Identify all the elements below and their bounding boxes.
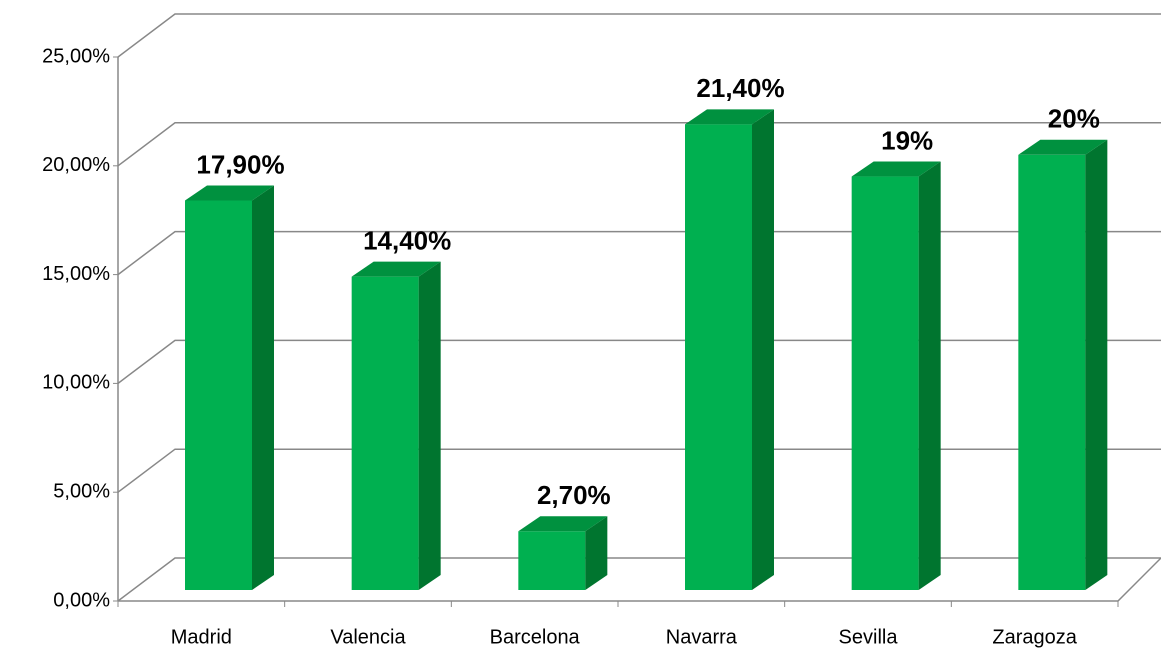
y-tick-label: 20,00% — [42, 154, 110, 176]
bar-top — [351, 261, 441, 277]
bar-side — [1085, 139, 1108, 591]
value-label: 14,40% — [363, 226, 451, 256]
value-label: 2,70% — [537, 480, 611, 510]
x-tick-label: Sevilla — [839, 626, 899, 648]
bar — [185, 200, 252, 590]
bar-top — [1018, 139, 1108, 155]
bar-side — [252, 185, 274, 590]
x-tick-label: Madrid — [171, 626, 232, 648]
bar — [351, 276, 419, 590]
bar — [518, 531, 586, 590]
bar-top — [518, 516, 608, 532]
bar-side — [585, 516, 608, 590]
bar-top — [851, 161, 941, 177]
bar-side — [918, 161, 941, 590]
value-label: 19% — [881, 125, 933, 155]
x-tick-label: Zaragoza — [992, 626, 1077, 648]
x-tick-label: Valencia — [330, 626, 406, 648]
x-axis — [118, 557, 1161, 602]
bar-side — [752, 109, 774, 590]
value-label: 17,90% — [196, 149, 284, 179]
grid-line — [117, 122, 1161, 167]
y-tick-label: 5,00% — [53, 480, 110, 502]
y-tick-label: 10,00% — [42, 372, 110, 394]
bar-side — [418, 261, 441, 590]
grid-line — [117, 448, 1161, 493]
grid-line — [117, 13, 1161, 58]
value-label: 21,40% — [696, 73, 784, 103]
grid-line — [117, 230, 1161, 276]
bar-top — [685, 109, 774, 125]
x-tick-label: Barcelona — [490, 626, 581, 648]
y-tick-label: 0,00% — [53, 589, 110, 611]
x-tick-label: Navarra — [666, 626, 738, 648]
grid-line — [117, 557, 1161, 602]
bar — [685, 124, 752, 590]
y-tick-label: 15,00% — [42, 263, 110, 285]
bar-top — [185, 185, 274, 201]
y-tick-label: 25,00% — [42, 45, 110, 67]
bar — [851, 176, 919, 590]
grid-line — [117, 339, 1161, 384]
value-label: 20% — [1048, 104, 1100, 134]
bar — [1018, 154, 1086, 591]
